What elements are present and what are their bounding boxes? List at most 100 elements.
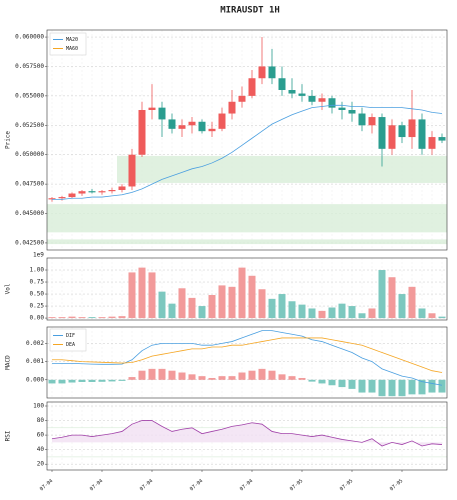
macd-bar [308, 379, 316, 382]
candle-body [148, 107, 156, 110]
macd-bar [48, 379, 56, 384]
macd-bar [358, 379, 366, 393]
rsi-fill [52, 420, 442, 446]
y-tick-label: 0.002 [26, 340, 44, 347]
candle-body [98, 191, 106, 193]
legend-label: DIF [66, 333, 75, 339]
macd-bar [338, 379, 346, 388]
volume-bar [68, 316, 76, 319]
panel-frame [46, 257, 448, 321]
volume-bar [188, 297, 196, 319]
y-tick-label: 0.001 [26, 358, 44, 365]
macd-bar [288, 376, 296, 380]
volume-bar [178, 288, 186, 319]
y-tick-label: 0.047500 [15, 181, 44, 188]
volume-bar [278, 294, 286, 319]
volume-bar [298, 304, 306, 319]
volume-bar [48, 317, 56, 319]
volume-bar [338, 303, 346, 319]
candle-body [188, 121, 196, 126]
volume-bar [398, 294, 406, 319]
volume-bar [138, 267, 146, 319]
candle-body [398, 125, 406, 138]
volume-bar [168, 303, 176, 319]
candle-body [168, 119, 176, 129]
candle-body [268, 66, 276, 79]
candle-body [308, 95, 316, 102]
candle-body [228, 101, 236, 114]
candle-body [48, 198, 56, 200]
candle-body [288, 90, 296, 94]
y-tick-label: 0.060000 [15, 34, 44, 41]
volume-bar [368, 308, 376, 319]
volume-bar [228, 286, 236, 319]
y-tick-label: 0.045000 [15, 210, 44, 217]
macd-bar [78, 379, 86, 382]
volume-bar [378, 270, 386, 319]
price-zone [47, 204, 447, 233]
macd-bar [418, 379, 426, 395]
candle-body [318, 98, 326, 102]
candle-body [298, 93, 306, 96]
macd-bar [408, 379, 416, 395]
candle-body [158, 107, 166, 120]
candle-body [78, 191, 86, 194]
candle-body [248, 78, 256, 96]
legend-label: DEA [66, 342, 75, 348]
y-tick-label: 0.25 [30, 303, 45, 310]
y-tick-label: 80 [37, 417, 45, 424]
y-tick-label: 0.050000 [15, 151, 44, 158]
y-tick-label: 0.042500 [15, 239, 44, 246]
volume-bar [348, 306, 356, 319]
macd-bar [58, 379, 66, 384]
volume-bar [268, 298, 276, 319]
panel-frame [46, 29, 448, 251]
macd-bar [428, 379, 436, 393]
macd-bar [108, 379, 116, 382]
macd-bar [238, 372, 246, 380]
y-tick-label: 0.055000 [15, 92, 44, 99]
y-tick-label: 0.052500 [15, 122, 44, 129]
price-zone [117, 155, 447, 183]
volume-bar [198, 306, 206, 319]
ma-line [52, 104, 443, 200]
y-tick-label: 0.50 [30, 291, 45, 298]
macd-bar [88, 379, 96, 382]
candle-body [88, 191, 96, 193]
y-tick-label: 20 [37, 461, 45, 468]
y-axis-label: MACD [5, 355, 12, 370]
y-tick-label: 0.00 [30, 315, 45, 322]
macd-bar [278, 374, 286, 380]
candle-body [368, 117, 376, 126]
candle-body [278, 78, 286, 90]
macd-bar [188, 374, 196, 380]
candle-body [388, 125, 396, 149]
volume-bar [118, 316, 126, 319]
volume-bar [158, 291, 166, 319]
macd-bar [298, 377, 306, 380]
rsi-line [51, 420, 443, 447]
macd-bar [148, 368, 156, 380]
candle-body [208, 128, 216, 132]
volume-bar [428, 313, 436, 319]
volume-bar [208, 295, 216, 319]
candle-body [378, 117, 386, 149]
macd-bar [218, 376, 226, 380]
volume-bar [308, 308, 316, 319]
y-axis-label: Vol [5, 283, 12, 294]
volume-bar [438, 316, 446, 319]
macd-bar [398, 379, 406, 397]
price-zone [47, 239, 447, 245]
y-axis-label: Price [5, 131, 12, 149]
candle-body [418, 119, 426, 149]
macd-bar [128, 377, 136, 380]
macd-bar [168, 370, 176, 380]
macd-bar [208, 377, 216, 380]
y-tick-label: 60 [37, 432, 45, 439]
y-tick-label: 0.057500 [15, 63, 44, 70]
volume-bar [88, 317, 96, 319]
candle-body [178, 125, 186, 129]
volume-bar [218, 285, 226, 319]
volume-bar [98, 317, 106, 319]
